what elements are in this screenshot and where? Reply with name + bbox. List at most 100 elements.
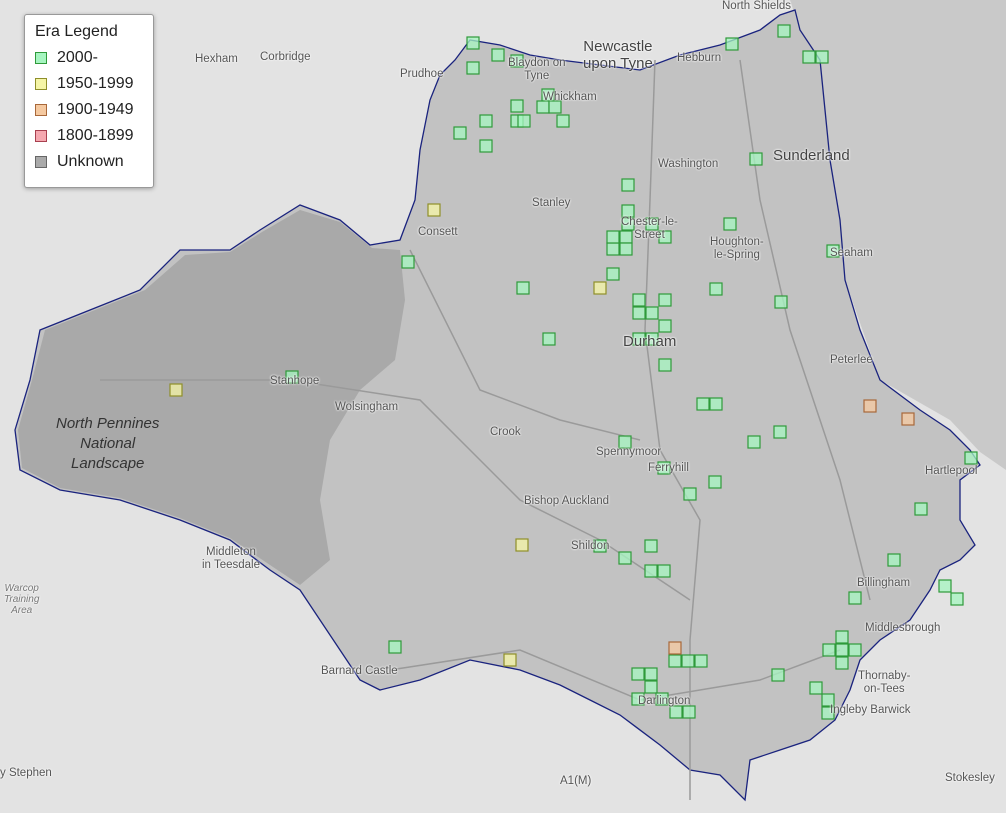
site-marker[interactable] [631, 667, 645, 681]
site-marker[interactable] [632, 306, 646, 320]
site-marker[interactable] [556, 114, 570, 128]
legend-swatch [35, 78, 47, 90]
site-marker[interactable] [658, 230, 672, 244]
site-marker[interactable] [593, 281, 607, 295]
site-marker[interactable] [645, 306, 659, 320]
site-marker[interactable] [427, 203, 441, 217]
site-marker[interactable] [802, 50, 816, 64]
site-marker[interactable] [914, 502, 928, 516]
site-marker[interactable] [644, 564, 658, 578]
site-marker[interactable] [657, 461, 671, 475]
site-marker[interactable] [749, 152, 763, 166]
site-marker[interactable] [388, 640, 402, 654]
site-marker[interactable] [657, 564, 671, 578]
site-marker[interactable] [683, 487, 697, 501]
site-marker[interactable] [669, 705, 683, 719]
site-marker[interactable] [826, 244, 840, 258]
site-marker[interactable] [644, 539, 658, 553]
site-marker[interactable] [515, 538, 529, 552]
place-label-billingham: Billingham [857, 577, 911, 589]
site-marker[interactable] [709, 282, 723, 296]
site-marker[interactable] [645, 217, 659, 231]
site-marker[interactable] [645, 332, 659, 346]
site-marker[interactable] [479, 139, 493, 153]
site-marker[interactable] [401, 255, 415, 269]
site-marker[interactable] [479, 114, 493, 128]
site-marker[interactable] [848, 643, 862, 657]
site-marker[interactable] [809, 681, 823, 695]
site-marker[interactable] [901, 412, 915, 426]
site-marker[interactable] [510, 54, 524, 68]
site-marker[interactable] [815, 50, 829, 64]
site-marker[interactable] [708, 475, 722, 489]
site-marker[interactable] [644, 667, 658, 681]
site-marker[interactable] [655, 692, 669, 706]
site-marker[interactable] [516, 281, 530, 295]
site-marker[interactable] [618, 435, 632, 449]
site-marker[interactable] [621, 178, 635, 192]
site-marker[interactable] [466, 36, 480, 50]
site-marker[interactable] [285, 370, 299, 384]
site-marker[interactable] [822, 643, 836, 657]
place-label-hexham: Hexham [195, 53, 238, 65]
site-marker[interactable] [606, 267, 620, 281]
site-marker[interactable] [517, 114, 531, 128]
site-marker[interactable] [863, 399, 877, 413]
site-marker[interactable] [821, 693, 835, 707]
site-marker[interactable] [453, 126, 467, 140]
site-marker[interactable] [658, 358, 672, 372]
site-marker[interactable] [771, 668, 785, 682]
site-marker[interactable] [887, 553, 901, 567]
legend-item: 1950-1999 [35, 71, 143, 97]
site-marker[interactable] [848, 591, 862, 605]
site-marker[interactable] [619, 242, 633, 256]
site-marker[interactable] [938, 579, 952, 593]
site-marker[interactable] [644, 680, 658, 694]
site-marker[interactable] [964, 451, 978, 465]
site-marker[interactable] [725, 37, 739, 51]
site-marker[interactable] [658, 319, 672, 333]
site-marker[interactable] [606, 242, 620, 256]
site-marker[interactable] [723, 217, 737, 231]
site-marker[interactable] [169, 383, 183, 397]
site-marker[interactable] [503, 653, 517, 667]
site-marker[interactable] [777, 24, 791, 38]
site-marker[interactable] [548, 100, 562, 114]
site-marker[interactable] [709, 397, 723, 411]
site-marker[interactable] [950, 592, 964, 606]
legend-label: Unknown [57, 153, 124, 170]
site-marker[interactable] [835, 643, 849, 657]
site-marker[interactable] [696, 397, 710, 411]
place-label-north-shields: North Shields [722, 0, 792, 12]
site-marker[interactable] [621, 217, 635, 231]
site-marker[interactable] [491, 48, 505, 62]
site-marker[interactable] [542, 332, 556, 346]
site-marker[interactable] [621, 204, 635, 218]
site-marker[interactable] [668, 654, 682, 668]
site-marker[interactable] [632, 332, 646, 346]
site-marker[interactable] [606, 230, 620, 244]
legend-item: 1800-1899 [35, 123, 143, 149]
place-label-park: North Pennines National Landscape [56, 415, 160, 472]
site-marker[interactable] [682, 705, 696, 719]
site-marker[interactable] [821, 706, 835, 720]
site-marker[interactable] [773, 425, 787, 439]
site-marker[interactable] [632, 293, 646, 307]
site-marker[interactable] [694, 654, 708, 668]
site-marker[interactable] [774, 295, 788, 309]
site-marker[interactable] [835, 656, 849, 670]
site-marker[interactable] [668, 641, 682, 655]
site-marker[interactable] [658, 293, 672, 307]
site-marker[interactable] [593, 539, 607, 553]
legend-item: Unknown [35, 149, 143, 175]
site-marker[interactable] [835, 630, 849, 644]
county-durham-boundary[interactable] [14, 9, 981, 802]
site-marker[interactable] [618, 551, 632, 565]
site-marker[interactable] [747, 435, 761, 449]
legend-item: 1900-1949 [35, 97, 143, 123]
site-marker[interactable] [466, 61, 480, 75]
site-marker[interactable] [510, 99, 524, 113]
site-marker[interactable] [681, 654, 695, 668]
site-marker[interactable] [631, 692, 645, 706]
